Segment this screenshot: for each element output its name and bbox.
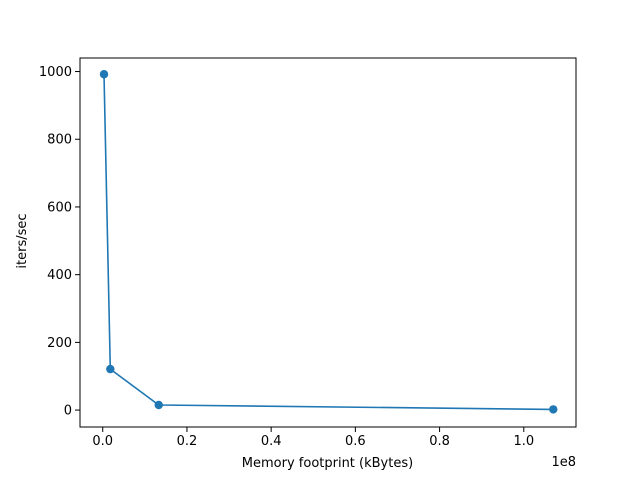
data-point — [106, 364, 115, 374]
data-point — [99, 70, 109, 79]
y-tick-label: 800 — [47, 133, 72, 148]
x-tick-label: 0.2 — [177, 434, 198, 449]
series-line — [103, 74, 554, 411]
y-axis-ticks: 0 200 400 600 800 1000 — [39, 65, 80, 419]
y-tick-label: 600 — [47, 200, 72, 215]
data-point — [549, 405, 558, 414]
y-tick-label: 0 — [64, 404, 72, 419]
x-axis-offset-label: 1e8 — [551, 455, 576, 470]
y-axis-title: iters/sec — [15, 213, 30, 268]
y-tick-label: 400 — [47, 268, 72, 283]
x-axis-ticks: 0.0 0.2 0.4 0.6 0.8 1.0 — [92, 427, 534, 449]
y-tick-label: 1000 — [39, 65, 72, 80]
x-tick-label: 0.0 — [92, 434, 113, 449]
y-tick-label: 200 — [47, 336, 72, 351]
series-layer — [99, 70, 558, 414]
x-tick-label: 0.4 — [261, 434, 282, 449]
data-point — [154, 400, 163, 410]
x-tick-label: 0.8 — [429, 434, 450, 449]
plot-area — [79, 57, 577, 428]
axes-frame — [79, 57, 577, 428]
x-tick-label: 0.6 — [345, 434, 366, 449]
x-tick-label: 1.0 — [513, 434, 534, 449]
x-axis-title: Memory footprint (kBytes) — [242, 456, 413, 471]
